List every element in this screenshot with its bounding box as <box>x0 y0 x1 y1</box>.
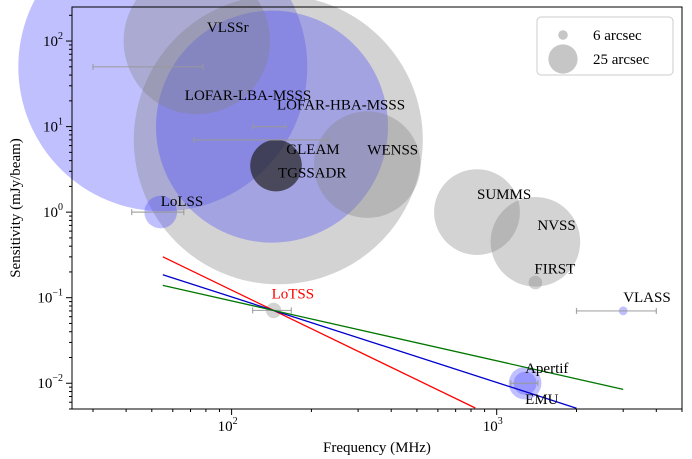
label-summs: SUMMS <box>477 187 531 203</box>
survey-markers <box>18 0 628 400</box>
label-lotss: LoTSS <box>272 286 315 302</box>
label-lofar-lba-msss: LOFAR-LBA-MSSS <box>185 88 311 104</box>
legend-label-6-arcsec: 6 arcsec <box>593 28 642 44</box>
axis-ticks: 102 103 10−2 10−1 100 101 102 <box>37 14 683 435</box>
marker-first <box>528 275 543 290</box>
errbar-lofar-hba-msss <box>251 123 287 130</box>
spectral-index-lines <box>162 256 624 409</box>
errbar-gleam <box>193 136 329 143</box>
label-nvss: NVSS <box>537 218 575 234</box>
line-alpha-1-5 <box>162 256 476 409</box>
label-vlass: VLASS <box>623 290 671 306</box>
marker-nvss <box>490 197 581 287</box>
plot-frame <box>71 6 683 410</box>
marker-summs <box>434 169 520 256</box>
legend-marker-6-arcsec <box>558 30 568 40</box>
x-tick-label: 102 <box>218 416 238 435</box>
y-tick-label: 100 <box>43 202 63 221</box>
legend-box <box>536 16 674 76</box>
errbar-lofar-lba-msss <box>92 63 204 70</box>
x-axis-label: Frequency (MHz) <box>323 440 431 456</box>
label-wenss: WENSS <box>367 143 418 159</box>
legend-label-25-arcsec: 25 arcsec <box>593 52 650 68</box>
label-lofar-hba-msss: LOFAR-HBA-MSSS <box>277 98 405 114</box>
label-emu: EMU <box>525 392 559 408</box>
marker-lofar-lba-msss <box>18 0 308 212</box>
label-vlssr: VLSSr <box>207 20 249 36</box>
y-tick-label: 101 <box>43 117 63 136</box>
errbar-apertif <box>510 380 539 387</box>
legend: 6 arcsec 25 arcsec <box>536 16 674 76</box>
legend-marker-25-arcsec <box>548 44 578 74</box>
line-alpha-0-7 <box>162 284 624 391</box>
y-tick-label: 10−2 <box>37 373 63 392</box>
label-lolss: LoLSS <box>161 194 204 210</box>
y-tick-label: 102 <box>43 31 63 50</box>
errbar-vlass <box>575 307 657 314</box>
label-apertif: Apertif <box>525 361 568 377</box>
label-tgssadr: TGSSADR <box>278 166 346 182</box>
marker-tgssadr <box>250 139 302 192</box>
x-tick-label: 103 <box>483 416 503 435</box>
marker-wenss <box>314 111 421 218</box>
marker-vlssr <box>123 0 271 115</box>
frequency-range-bars <box>92 63 657 387</box>
y-tick-label: 10−1 <box>37 288 63 307</box>
label-first: FIRST <box>534 262 575 278</box>
y-axis-label: Sensitivity (mJy/beam) <box>8 138 24 278</box>
label-gleam: GLEAM <box>286 142 339 158</box>
line-alpha-1-0 <box>162 274 577 409</box>
errbar-lolss <box>131 209 185 216</box>
